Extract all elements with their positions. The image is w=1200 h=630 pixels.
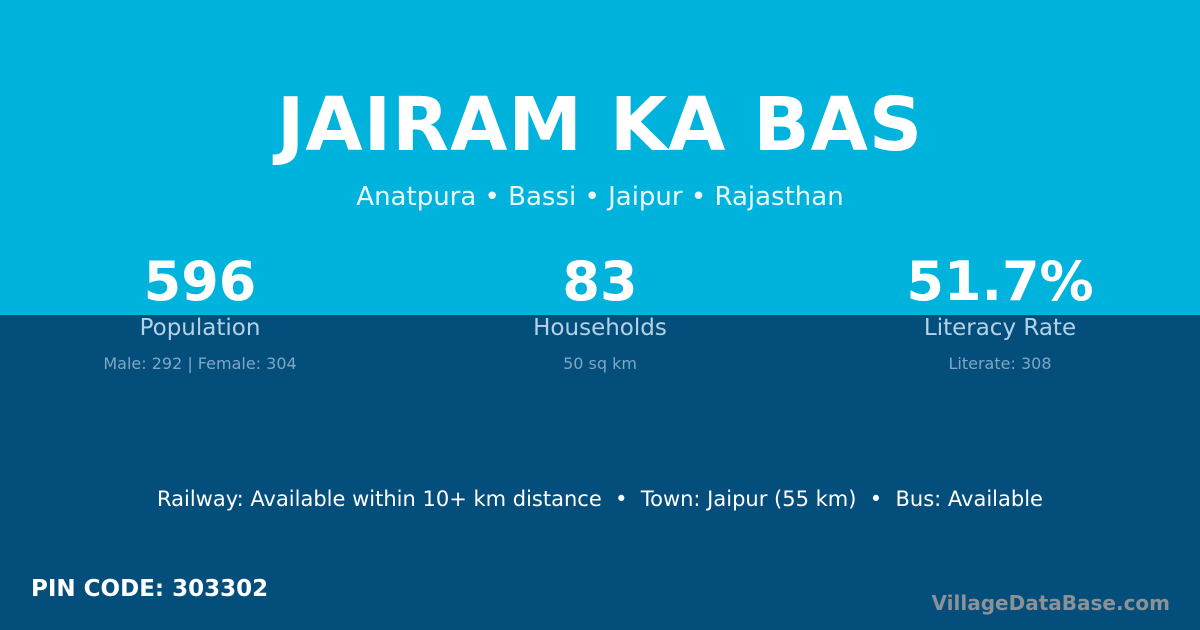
header-band [0, 0, 1200, 315]
stat-value: 51.7% [906, 250, 1094, 313]
stat-value: 83 [562, 250, 638, 313]
amenities-line: Railway: Available within 10+ km distanc… [157, 487, 1043, 511]
stat-label: Literacy Rate [923, 315, 1077, 341]
village-title: JAIRAM KA BAS [276, 82, 924, 168]
stat-detail: 50 sq km [563, 354, 637, 373]
details-band [0, 315, 1200, 630]
stat-detail: Male: 292 | Female: 304 [103, 354, 297, 373]
brand-logo: VillageDataBase.com [931, 591, 1170, 615]
stat-value: 596 [143, 250, 257, 313]
pin-code: PIN CODE: 303302 [31, 576, 269, 602]
stat-label: Households [533, 315, 667, 341]
stat-detail: Literate: 308 [948, 354, 1052, 373]
location-breadcrumb: Anatpura • Bassi • Jaipur • Rajasthan [356, 182, 844, 212]
stat-label: Population [139, 315, 261, 341]
